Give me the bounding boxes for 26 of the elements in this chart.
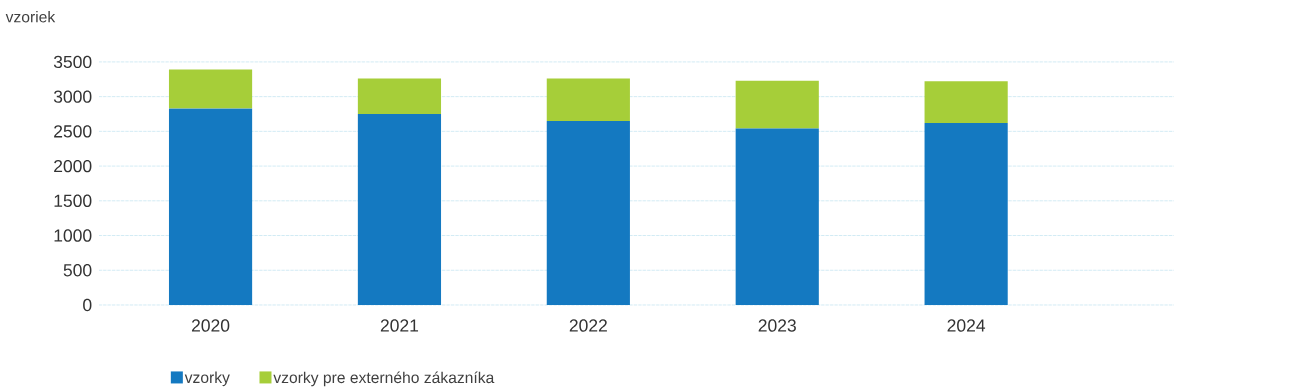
bar [924,81,1008,124]
bar [357,78,442,114]
y-axis-title: vzoriek [5,10,56,23]
x-tick-label: 2021 [380,319,419,332]
legend-label: vzorky pre externého zákazníka [273,371,495,387]
x-tick-label: 2020 [191,319,230,332]
legend-label: vzorky [184,371,230,387]
x-tick-label: 2023 [758,319,796,332]
y-tick-label: 500 [63,264,92,277]
bar [546,78,630,121]
y-tick-label: 3500 [53,55,92,69]
y-tick-label: 0 [83,298,92,312]
x-tick-label: 2024 [947,319,986,332]
y-tick-label: 3000 [53,90,92,103]
y-tick-label: 2500 [54,125,92,138]
y-tick-label: 1000 [54,229,92,242]
y-tick-label: 1500 [54,194,92,207]
y-tick-label: 2000 [54,159,92,173]
bar [168,108,253,305]
x-tick-label: 2022 [569,319,607,332]
bar [735,80,819,129]
bar [924,123,1008,305]
bar [546,120,630,305]
bar [357,113,442,305]
bar [735,128,819,305]
bar [168,69,253,109]
